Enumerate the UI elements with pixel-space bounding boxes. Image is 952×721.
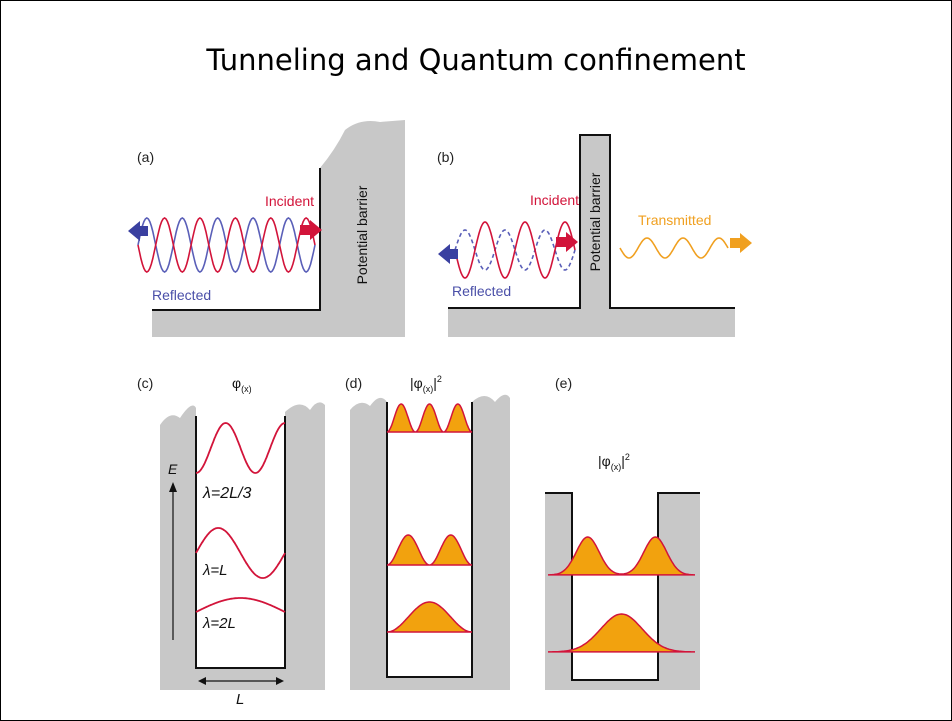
barrier-label: Potential barrier (587, 172, 603, 271)
incident-label: Incident (265, 193, 314, 209)
energy-label: E (168, 461, 178, 477)
reflected-label: Reflected (152, 287, 211, 303)
level-label: λ=2L/3 (202, 485, 251, 502)
panel-label: (d) (345, 375, 362, 391)
panel-label: (c) (137, 375, 153, 391)
barrier-label: Potential barrier (354, 185, 370, 284)
panel-label: (b) (437, 149, 454, 165)
panel-label: (e) (555, 375, 572, 391)
transmitted-label: Transmitted (638, 212, 711, 228)
width-label: L (236, 691, 244, 708)
panel-label: (a) (137, 149, 154, 165)
incident-label: Incident (530, 192, 579, 208)
reflected-label: Reflected (452, 283, 511, 299)
level-label: λ=2L (202, 615, 236, 632)
density-level (387, 404, 472, 432)
slide: Tunneling and Quantum confinement (a) Po… (0, 0, 952, 721)
level-label: λ=L (202, 562, 228, 579)
slide-title: Tunneling and Quantum confinement (205, 43, 745, 77)
